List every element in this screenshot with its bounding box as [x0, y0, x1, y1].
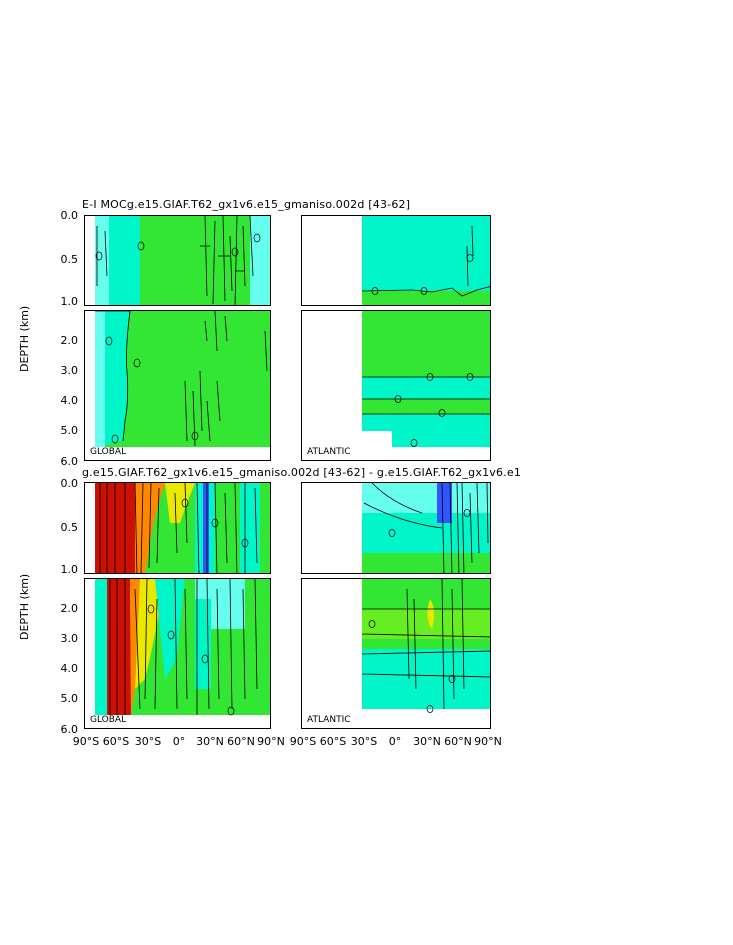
bottom-global-region-label: GLOBAL — [88, 715, 129, 725]
top-atlantic-lower-plot — [362, 311, 490, 447]
top-ytick-1: 0.5 — [60, 253, 79, 266]
bottom-global-upper-plot — [95, 483, 270, 573]
top-ytick-4: 3.0 — [60, 364, 79, 377]
xtick-global-2: 30°S — [134, 735, 162, 748]
top-atlantic-upper-plot — [361, 216, 490, 305]
bottom-ytick-1: 0.5 — [60, 521, 79, 534]
top-atlantic-lower-panel: ATLANTIC — [301, 310, 491, 461]
top-ylabel: DEPTH (km) — [18, 305, 31, 372]
top-global-lower-panel: GLOBAL — [84, 310, 271, 461]
bottom-ytick-6: 5.0 — [60, 692, 79, 705]
top-ytick-5: 4.0 — [60, 394, 79, 407]
bottom-global-upper-panel — [84, 482, 271, 574]
bottom-title: g.e15.GIAF.T62_gx1v6.e15_gmaniso.002d [4… — [82, 466, 522, 479]
xtick-atlantic-6: 90°N — [474, 735, 502, 748]
xtick-global-3: 0° — [172, 735, 186, 748]
bottom-atlantic-lower-plot — [361, 579, 490, 713]
bottom-ylabel: DEPTH (km) — [18, 573, 31, 640]
top-atlantic-upper-panel — [301, 215, 491, 306]
xtick-atlantic-2: 30°S — [350, 735, 378, 748]
xtick-global-4: 30°N — [196, 735, 224, 748]
bottom-atlantic-upper-plot — [362, 483, 490, 573]
xtick-atlantic-1: 60°S — [319, 735, 347, 748]
bottom-atlantic-region-label: ATLANTIC — [305, 715, 353, 725]
bottom-global-lower-plot — [95, 579, 270, 716]
top-ytick-3: 2.0 — [60, 334, 79, 347]
top-global-upper-panel — [84, 215, 271, 306]
bottom-ytick-4: 3.0 — [60, 632, 79, 645]
top-ytick-0: 0.0 — [60, 209, 79, 222]
xtick-atlantic-0: 90°S — [289, 735, 317, 748]
top-title: E-I MOCg.e15.GIAF.T62_gx1v6.e15_gmaniso.… — [82, 198, 411, 211]
bottom-ytick-7: 6.0 — [60, 723, 79, 736]
bottom-atlantic-lower-panel: ATLANTIC — [301, 578, 491, 729]
top-ytick-2: 1.0 — [60, 295, 79, 308]
top-ytick-7: 6.0 — [60, 455, 79, 468]
xtick-atlantic-4: 30°N — [413, 735, 441, 748]
bottom-ytick-0: 0.0 — [60, 477, 79, 490]
top-ytick-6: 5.0 — [60, 424, 79, 437]
xtick-global-1: 60°S — [102, 735, 130, 748]
xtick-global-5: 60°N — [227, 735, 255, 748]
bottom-ytick-2: 1.0 — [60, 563, 79, 576]
bottom-atlantic-upper-panel — [301, 482, 491, 574]
top-atlantic-region-label: ATLANTIC — [305, 447, 353, 457]
top-global-region-label: GLOBAL — [88, 447, 129, 457]
xtick-atlantic-3: 0° — [388, 735, 402, 748]
bottom-global-lower-panel: GLOBAL — [84, 578, 271, 729]
xtick-global-0: 90°S — [72, 735, 100, 748]
bottom-ytick-3: 2.0 — [60, 602, 79, 615]
bottom-ytick-5: 4.0 — [60, 662, 79, 675]
xtick-global-6: 90°N — [257, 735, 285, 748]
xtick-atlantic-5: 60°N — [444, 735, 472, 748]
top-global-upper-plot — [95, 216, 270, 305]
top-global-lower-plot — [85, 311, 270, 460]
